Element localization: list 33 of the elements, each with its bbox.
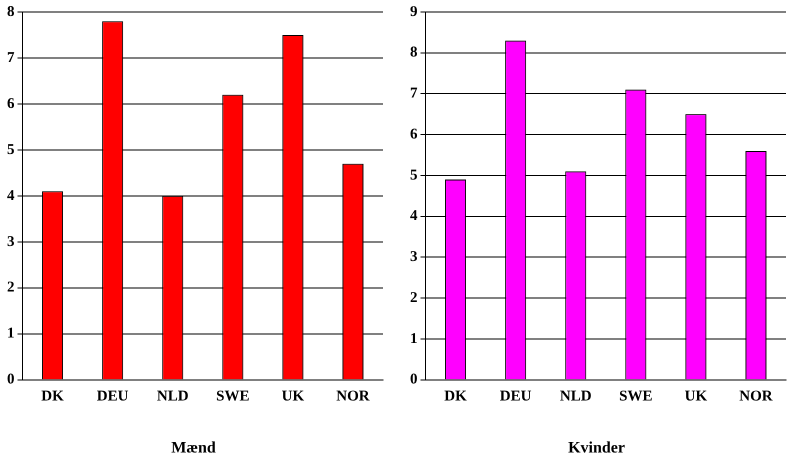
y-tick-label: 3: [7, 234, 14, 250]
x-tick-label: DEU: [96, 388, 129, 405]
y-tick-label: 8: [410, 44, 418, 61]
x-tick-label: UK: [684, 388, 708, 405]
x-tick-label: DK: [41, 388, 64, 405]
y-tick-label: 5: [7, 142, 14, 158]
y-tick-label: 1: [7, 326, 14, 342]
y-tick-label: 9: [410, 4, 418, 20]
y-tick-label: 1: [410, 330, 418, 347]
y-tick-label: 8: [7, 4, 14, 20]
y-tick-label: 0: [7, 372, 14, 388]
x-tick-label: NLD: [560, 388, 592, 405]
y-tick-label: 4: [410, 208, 418, 224]
x-tick-label: DEU: [500, 388, 532, 405]
x-tick-label: NLD: [156, 388, 189, 405]
y-tick-label: 0: [410, 372, 418, 388]
y-tick-label: 7: [410, 86, 418, 102]
y-tick-label: 5: [410, 167, 418, 184]
y-tick-label: 6: [410, 126, 418, 142]
y-tick-label: 4: [7, 188, 15, 204]
x-tick-label: NOR: [739, 388, 773, 405]
x-tick-label: DK: [444, 388, 468, 405]
x-tick-label: SWE: [619, 388, 652, 405]
y-tick-label: 6: [7, 96, 15, 112]
y-tick-label: 2: [7, 280, 14, 296]
text: Kvinder: [568, 440, 625, 457]
x-tick-label: SWE: [216, 388, 250, 405]
x-tick-label: UK: [282, 388, 304, 405]
text: Mænd: [171, 440, 216, 457]
x-tick-label: NOR: [336, 388, 370, 405]
y-tick-label: 2: [410, 290, 418, 306]
y-tick-label: 3: [410, 249, 418, 266]
y-tick-label: 7: [7, 50, 15, 66]
